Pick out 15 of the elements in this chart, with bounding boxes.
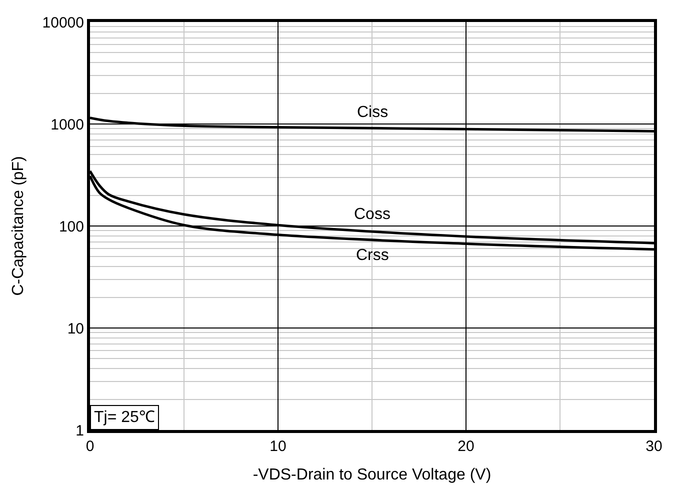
y-tick-label: 10000 (42, 14, 84, 32)
y-tick-label: 1 (76, 422, 84, 440)
y-tick-label: 100 (58, 218, 84, 236)
x-axis-title: -VDS-Drain to Source Voltage (V) (252, 466, 492, 484)
x-tick-label: 10 (270, 438, 286, 455)
x-tick-label: 20 (458, 438, 474, 455)
series-label: Ciss (357, 104, 388, 121)
x-tick-label: 30 (646, 438, 662, 455)
x-tick-label: 0 (86, 438, 94, 455)
series-label: Crss (356, 247, 389, 264)
y-tick-label: 1000 (50, 116, 84, 134)
annotation: Tj= 25℃ (94, 409, 155, 426)
y-tick-label: 10 (67, 320, 84, 338)
y-axis-title: C-Capacitance (pF) (10, 156, 28, 296)
series-label: Coss (354, 206, 390, 223)
